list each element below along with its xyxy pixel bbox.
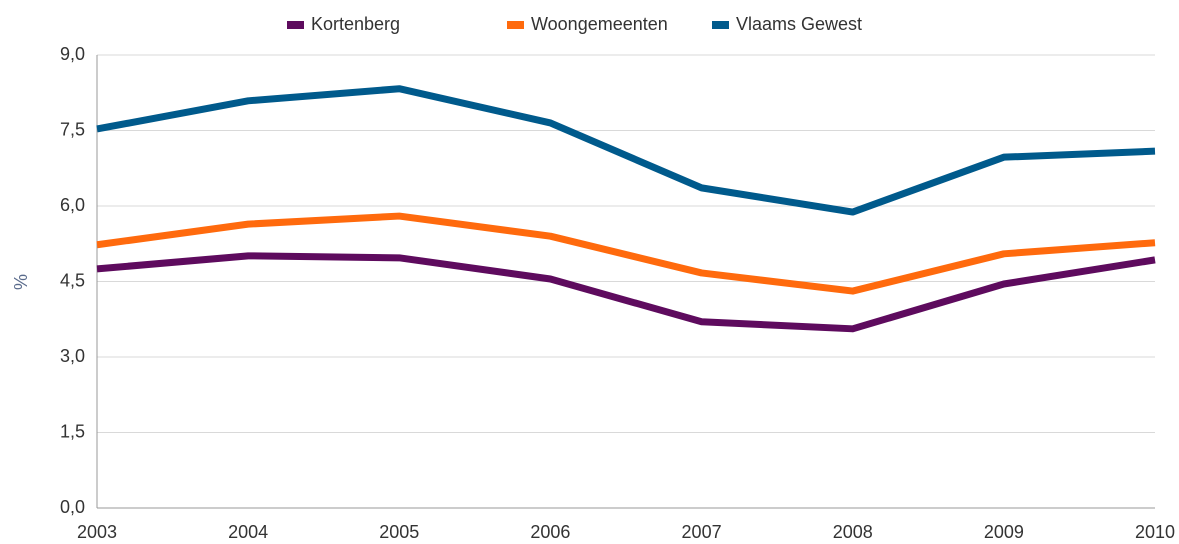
legend-label: Vlaams Gewest [736, 14, 862, 34]
line-series [96, 85, 1156, 216]
x-tick-label: 2004 [228, 522, 268, 542]
y-tick-label: 3,0 [60, 346, 85, 366]
x-tick-label: 2007 [682, 522, 722, 542]
x-tick-label: 2006 [530, 522, 570, 542]
y-tick-label: 6,0 [60, 195, 85, 215]
x-tick-label: 2010 [1135, 522, 1175, 542]
x-tick-label: 2005 [379, 522, 419, 542]
y-tick-label: 7,5 [60, 119, 85, 139]
legend-label: Kortenberg [311, 14, 400, 34]
line-series [96, 252, 1156, 333]
line-series [96, 212, 1156, 295]
legend-label: Woongemeenten [531, 14, 668, 34]
y-axis-label: % [11, 274, 31, 290]
legend-swatch [712, 21, 729, 29]
x-tick-label: 2003 [77, 522, 117, 542]
y-tick-label: 9,0 [60, 44, 85, 64]
y-tick-label: 1,5 [60, 421, 85, 441]
legend-swatch [287, 21, 304, 29]
x-tick-label: 2009 [984, 522, 1024, 542]
legend-swatch [507, 21, 524, 29]
y-tick-label: 4,5 [60, 270, 85, 290]
y-tick-label: 0,0 [60, 497, 85, 517]
x-tick-label: 2008 [833, 522, 873, 542]
